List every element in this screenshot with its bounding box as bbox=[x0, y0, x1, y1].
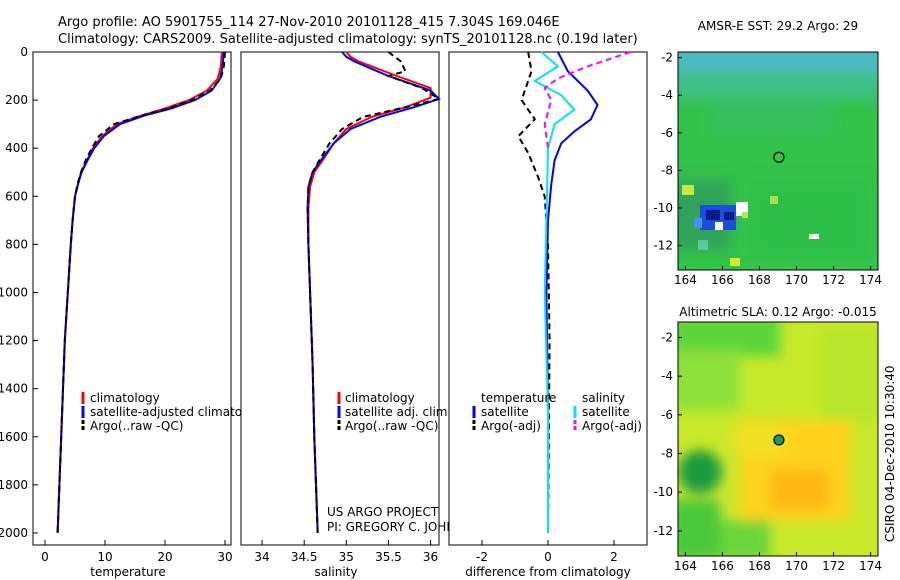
lat-tick-label: -12 bbox=[653, 524, 673, 538]
lon-tick-label: 174 bbox=[859, 273, 882, 287]
lon-tick-label: 170 bbox=[785, 559, 808, 573]
salinity-axes-frame bbox=[240, 51, 440, 546]
legend-label: climatology bbox=[345, 391, 415, 405]
legend-label: climatology bbox=[90, 391, 160, 405]
depth-tick-label: 1800 bbox=[0, 478, 28, 492]
sla-map-panel: Altimetric SLA: 0.12 Argo: -0.015 164 166… bbox=[653, 305, 882, 573]
lat-tick-label: -4 bbox=[661, 88, 673, 102]
x-tick-label: 30 bbox=[217, 550, 232, 564]
temperature-panel: 0 10 20 30 0 200 400 600 800 1000 1200 1400 1600 180… bbox=[0, 45, 268, 579]
depth-tick-label: 600 bbox=[5, 189, 28, 203]
lon-tick-label: 168 bbox=[748, 559, 771, 573]
lat-tick-label: -10 bbox=[653, 485, 673, 499]
series-line-salinity-satellite bbox=[532, 51, 576, 533]
x-tick-label: 35.5 bbox=[375, 550, 402, 564]
figure-title-line2: Climatology: CARS2009. Satellite-adjuste… bbox=[58, 32, 638, 47]
legend-label: Argo(-adj) bbox=[481, 419, 541, 433]
depth-tick-label: 0 bbox=[20, 45, 28, 59]
salinity-xlabel: salinity bbox=[314, 565, 357, 579]
lon-tick-label: 172 bbox=[822, 559, 845, 573]
lon-tick-label: 164 bbox=[674, 559, 697, 573]
sst-field-shading bbox=[678, 52, 878, 260]
lon-tick-label: 166 bbox=[711, 559, 734, 573]
salinity-panel: 34 34.5 35 35.5 36 salinity climatology sate… bbox=[240, 51, 481, 579]
salinity-legend: climatology satellite adj. clim. Argo(..… bbox=[337, 391, 451, 433]
lon-tick-label: 174 bbox=[859, 559, 882, 573]
x-tick-label: 2 bbox=[610, 550, 618, 564]
x-tick-label: 36 bbox=[423, 550, 438, 564]
depth-tick-label: 2000 bbox=[0, 526, 28, 540]
argo-float-marker-sla bbox=[773, 434, 785, 446]
x-tick-label: 0 bbox=[41, 550, 49, 564]
depth-tick-label: 1600 bbox=[0, 430, 28, 444]
temperature-xlabel: temperature bbox=[90, 565, 165, 579]
legend-header-temperature: temperature bbox=[481, 391, 556, 405]
lon-tick-label: 168 bbox=[748, 273, 771, 287]
lon-tick-label: 170 bbox=[785, 273, 808, 287]
sla-map-title: Altimetric SLA: 0.12 Argo: -0.015 bbox=[679, 305, 876, 319]
lon-tick-label: 172 bbox=[822, 273, 845, 287]
lat-tick-label: -8 bbox=[661, 163, 673, 177]
lon-tick-label: 164 bbox=[674, 273, 697, 287]
legend-label: Argo(..raw -QC) bbox=[90, 419, 183, 433]
lat-tick-label: -10 bbox=[653, 201, 673, 215]
x-tick-label: 10 bbox=[97, 550, 112, 564]
series-line-temperature-argo-adj- bbox=[517, 51, 551, 534]
legend-label: satellite bbox=[582, 405, 630, 419]
legend-label: Argo(..raw -QC) bbox=[345, 419, 438, 433]
depth-tick-label: 1400 bbox=[0, 382, 28, 396]
x-tick-label: 34.5 bbox=[291, 550, 318, 564]
lat-tick-label: -12 bbox=[653, 239, 673, 253]
temperature-legend: climatology satellite-adjusted climatolo… bbox=[81, 391, 268, 433]
legend-label: satellite bbox=[481, 405, 529, 419]
legend-label: satellite adj. clim. bbox=[345, 405, 451, 419]
x-tick-label: 20 bbox=[157, 550, 172, 564]
legend-label: satellite-adjusted climatology bbox=[90, 405, 268, 419]
x-tick-label: -2 bbox=[476, 550, 488, 564]
x-tick-label: 34 bbox=[254, 550, 269, 564]
depth-tick-label: 800 bbox=[5, 237, 28, 251]
project-credit: US ARGO PROJECT bbox=[327, 505, 439, 519]
x-tick-label: 35 bbox=[339, 550, 354, 564]
lat-tick-label: -4 bbox=[661, 369, 673, 383]
series-line-argo-raw-qc- bbox=[56, 51, 226, 534]
sst-map-panel: AMSR-E SST: 29.2 Argo: 29 bbox=[653, 19, 882, 287]
series-line-argo-raw-qc- bbox=[306, 51, 442, 534]
figure-title-line1: Argo profile: AO 5901755_114 27-Nov-2010… bbox=[58, 15, 560, 30]
lat-tick-label: -2 bbox=[661, 330, 673, 344]
difference-legend: temperature satellite Argo(-adj) salinit… bbox=[472, 391, 642, 433]
sst-map-frame bbox=[677, 51, 879, 271]
depth-tick-label: 1000 bbox=[0, 285, 28, 299]
sla-map-frame bbox=[677, 321, 879, 557]
pi-credit: PI: GREGORY C. JOHNSON bbox=[327, 520, 481, 534]
series-line-salinity-argo-adj- bbox=[543, 51, 631, 149]
depth-tick-label: 400 bbox=[5, 141, 28, 155]
creation-stamp: CSIRO 04-Dec-2010 10:30:40 bbox=[883, 365, 897, 542]
lat-tick-label: -2 bbox=[661, 51, 673, 65]
lat-tick-label: -6 bbox=[661, 408, 673, 422]
sst-pixel-blocks bbox=[682, 185, 819, 266]
lon-tick-label: 166 bbox=[711, 273, 734, 287]
series-line-temperature-satellite bbox=[545, 51, 599, 533]
argo-float-marker-sst bbox=[773, 151, 785, 163]
sla-field-shading bbox=[678, 322, 878, 556]
difference-xlabel: difference from climatology bbox=[465, 565, 631, 579]
series-line-satellite-adjusted-climatology bbox=[56, 51, 225, 534]
lat-tick-label: -8 bbox=[661, 447, 673, 461]
depth-tick-label: 1200 bbox=[0, 334, 28, 348]
depth-tick-label: 200 bbox=[5, 93, 28, 107]
legend-label: Argo(-adj) bbox=[582, 419, 642, 433]
temperature-axes-frame bbox=[32, 51, 232, 546]
difference-panel: -2 0 2 difference from climatology tempera… bbox=[448, 51, 648, 579]
legend-header-salinity: salinity bbox=[582, 391, 625, 405]
lat-tick-label: -6 bbox=[661, 126, 673, 140]
x-tick-label: 0 bbox=[544, 550, 552, 564]
sst-map-title: AMSR-E SST: 29.2 Argo: 29 bbox=[698, 19, 858, 33]
